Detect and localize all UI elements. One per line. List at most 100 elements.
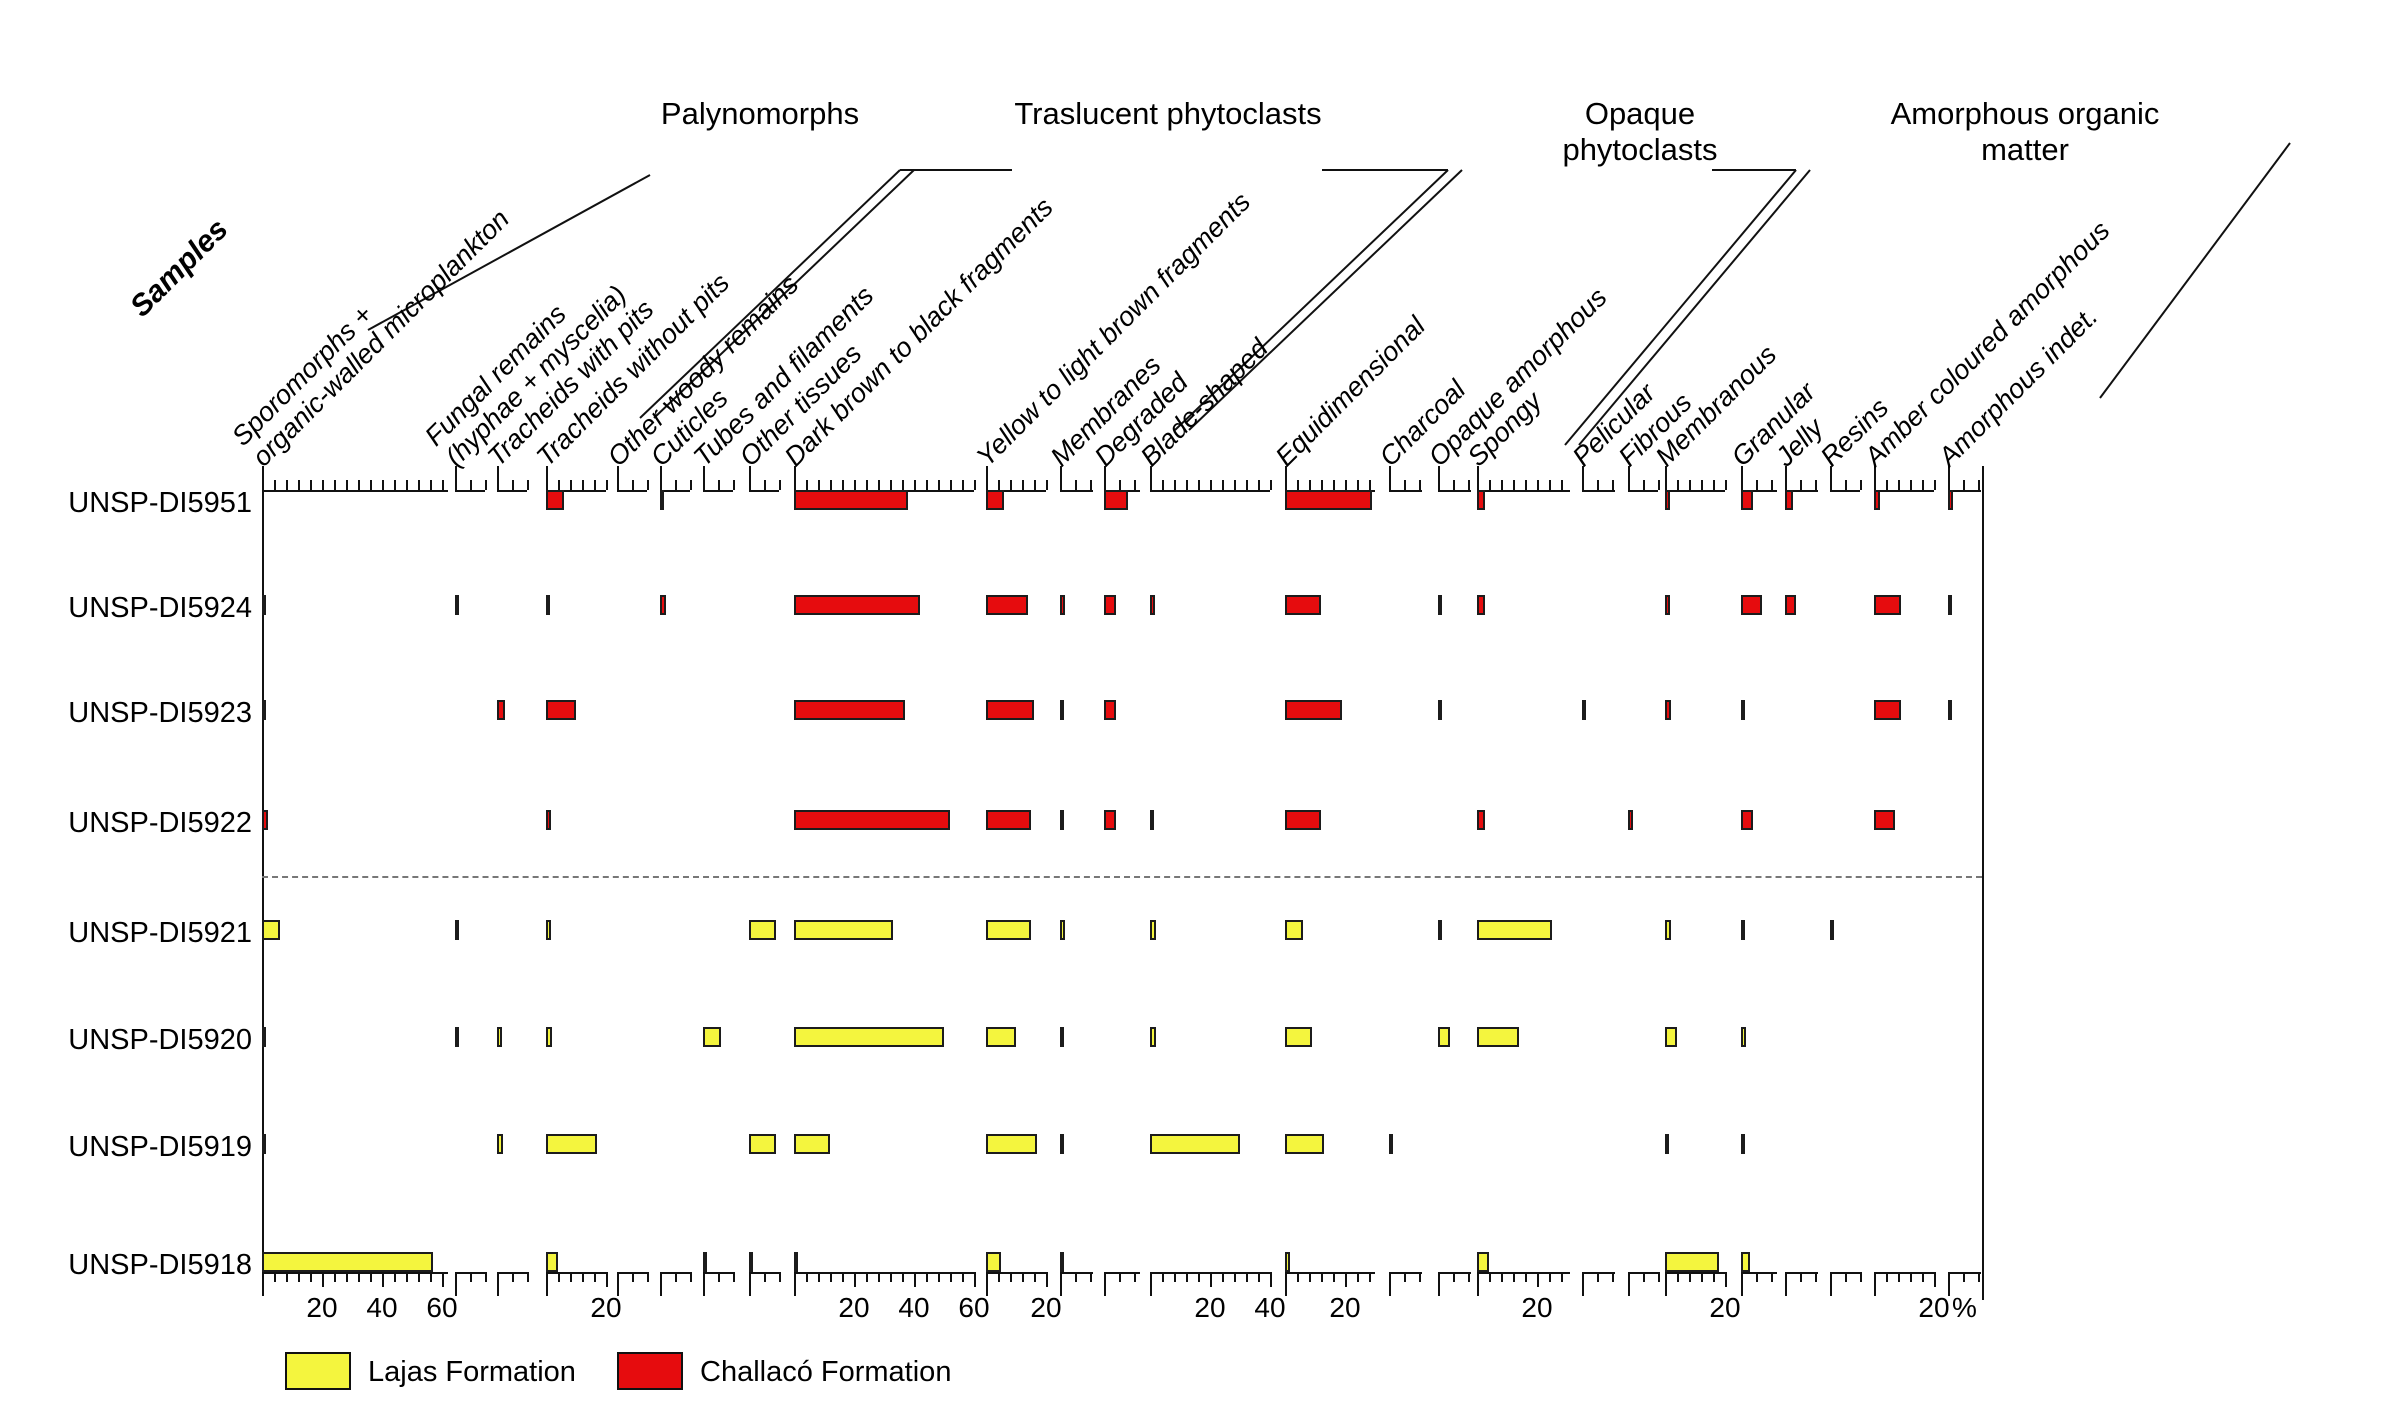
axis-minor-tick bbox=[718, 1272, 720, 1282]
plot-right-border bbox=[1982, 466, 1984, 1300]
axis-minor-tick bbox=[1886, 1272, 1888, 1282]
axis-minor-tick bbox=[1090, 480, 1092, 490]
axis-minor-tick bbox=[1075, 1272, 1077, 1282]
sample-row-label: UNSP-DI5919 bbox=[68, 1131, 252, 1163]
axis-minor-tick bbox=[950, 1272, 952, 1282]
axis-tick-label: 20 bbox=[1329, 1292, 1361, 1323]
axis-minor-tick bbox=[286, 1272, 288, 1282]
axis-minor-tick bbox=[1345, 480, 1347, 490]
axis-minor-tick bbox=[1934, 480, 1936, 490]
data-bar bbox=[1060, 1134, 1064, 1154]
axis-minor-tick bbox=[926, 1272, 928, 1282]
data-bar bbox=[497, 1134, 503, 1154]
axis-minor-tick bbox=[1022, 1272, 1024, 1282]
column-bottom-axis bbox=[1104, 1272, 1140, 1274]
column-top-axis bbox=[1874, 490, 1934, 492]
axis-minor-tick bbox=[594, 1272, 596, 1282]
axis-minor-tick bbox=[1034, 480, 1036, 490]
axis-minor-tick bbox=[298, 480, 300, 490]
axis-start-tick bbox=[1628, 466, 1630, 490]
data-bar bbox=[1665, 490, 1670, 510]
axis-minor-tick bbox=[1357, 480, 1359, 490]
axis-minor-tick bbox=[485, 1272, 487, 1282]
data-bar bbox=[1477, 810, 1485, 830]
axis-minor-tick bbox=[310, 480, 312, 490]
axis-minor-tick bbox=[830, 480, 832, 490]
axis-start-tick bbox=[1874, 466, 1876, 490]
axis-minor-tick bbox=[1978, 480, 1980, 490]
axis-start-tick bbox=[262, 1272, 264, 1296]
data-bar bbox=[546, 1252, 558, 1272]
axis-minor-tick bbox=[594, 480, 596, 490]
axis-minor-tick bbox=[1771, 480, 1773, 490]
axis-minor-tick bbox=[632, 480, 634, 490]
column-top-axis bbox=[1582, 490, 1615, 492]
data-bar bbox=[1582, 700, 1586, 720]
axis-minor-tick bbox=[1297, 1272, 1299, 1282]
axis-minor-tick bbox=[358, 480, 360, 490]
column-top-axis bbox=[1438, 490, 1471, 492]
axis-minor-tick bbox=[470, 1272, 472, 1282]
column-bottom-axis bbox=[1665, 1272, 1725, 1274]
axis-minor-tick bbox=[1246, 1272, 1248, 1282]
axis-start-tick bbox=[546, 1272, 548, 1296]
axis-minor-tick bbox=[334, 480, 336, 490]
axis-minor-tick bbox=[558, 1272, 560, 1282]
data-bar bbox=[1104, 810, 1116, 830]
axis-minor-tick bbox=[1270, 480, 1272, 490]
legend-label-lajas: Lajas Formation bbox=[368, 1356, 576, 1388]
axis-minor-tick bbox=[370, 1272, 372, 1282]
axis-minor-tick bbox=[512, 480, 514, 490]
axis-minor-tick bbox=[1978, 1272, 1980, 1282]
axis-minor-tick bbox=[779, 1272, 781, 1282]
axis-minor-tick bbox=[1561, 1272, 1563, 1282]
axis-minor-tick bbox=[675, 1272, 677, 1282]
axis-minor-tick bbox=[1612, 1272, 1614, 1282]
axis-start-tick bbox=[794, 1272, 796, 1296]
data-bar bbox=[262, 1252, 433, 1272]
data-bar bbox=[1060, 810, 1064, 830]
column-top-axis bbox=[660, 490, 690, 492]
axis-minor-tick bbox=[878, 480, 880, 490]
axis-labeled-tick bbox=[854, 1272, 856, 1287]
data-bar bbox=[986, 920, 1031, 940]
axis-start-tick bbox=[1948, 466, 1950, 490]
data-bar bbox=[1150, 1134, 1240, 1154]
data-bar bbox=[1741, 700, 1745, 720]
axis-minor-tick bbox=[1134, 480, 1136, 490]
axis-minor-tick bbox=[1910, 480, 1912, 490]
axis-start-tick bbox=[703, 1272, 705, 1296]
axis-labeled-tick bbox=[606, 1272, 608, 1287]
axis-minor-tick bbox=[430, 1272, 432, 1282]
axis-labeled-tick bbox=[1537, 1272, 1539, 1287]
axis-minor-tick bbox=[1134, 1272, 1136, 1282]
axis-minor-tick bbox=[1713, 480, 1715, 490]
data-bar bbox=[703, 1027, 721, 1047]
axis-minor-tick bbox=[1922, 480, 1924, 490]
column-bottom-axis bbox=[262, 1272, 448, 1274]
axis-start-tick bbox=[497, 1272, 499, 1296]
axis-minor-tick bbox=[733, 480, 735, 490]
column-bottom-axis bbox=[1285, 1272, 1375, 1274]
axis-minor-tick bbox=[842, 1272, 844, 1282]
data-bar bbox=[1477, 490, 1485, 510]
axis-start-tick bbox=[794, 466, 796, 490]
axis-minor-tick bbox=[1489, 480, 1491, 490]
data-bar bbox=[794, 700, 905, 720]
data-bar bbox=[703, 1252, 707, 1272]
axis-minor-tick bbox=[1369, 1272, 1371, 1282]
column-bottom-axis bbox=[1874, 1272, 1934, 1274]
axis-minor-tick bbox=[1537, 480, 1539, 490]
column-top-axis bbox=[262, 490, 448, 492]
axis-minor-tick bbox=[582, 1272, 584, 1282]
axis-start-tick bbox=[262, 466, 264, 490]
data-bar bbox=[1741, 920, 1745, 940]
axis-start-tick bbox=[749, 466, 751, 490]
column-top-axis bbox=[1628, 490, 1658, 492]
axis-minor-tick bbox=[1689, 480, 1691, 490]
plot-left-border bbox=[262, 466, 264, 1292]
data-bar bbox=[1285, 920, 1303, 940]
axis-minor-tick bbox=[866, 480, 868, 490]
data-bar bbox=[986, 1134, 1037, 1154]
axis-minor-tick bbox=[1489, 1272, 1491, 1282]
